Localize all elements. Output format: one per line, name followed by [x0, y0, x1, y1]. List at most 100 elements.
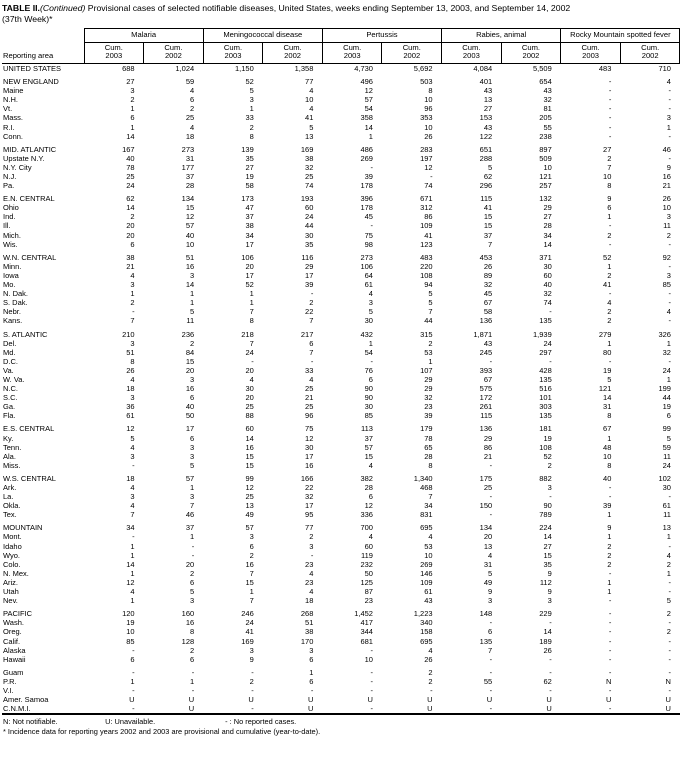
value-cell: 4 — [130, 442, 135, 452]
value-cell: U — [367, 695, 373, 705]
value-cell: 1 — [666, 532, 671, 542]
value-cell: 109 — [420, 577, 433, 587]
value-cell: 10 — [603, 451, 612, 461]
value-cell: 20 — [245, 365, 254, 375]
value-cell: 16 — [245, 559, 254, 569]
value-cell: 401 — [479, 77, 493, 87]
table-row-n-h: N.H. 2 6 3 10 57 10 13 32 - - — [2, 95, 680, 104]
table-row-n-dak: N. Dak. 1 1 1-4 5 45 32- - — [2, 289, 680, 298]
value-cell: 32 — [305, 492, 314, 502]
value-cell: 14 — [543, 239, 552, 249]
reporting-area-cell: W.S. CENTRAL — [3, 473, 56, 483]
value-cell: - — [489, 667, 493, 677]
reporting-area-cell: Hawaii — [3, 654, 26, 664]
value-cell: 4 — [190, 86, 195, 96]
table-row-ky: Ky. 5 6 14 12 37 78 29 19 1 5 — [2, 434, 680, 443]
value-cell: 1 — [607, 433, 612, 443]
value-cell: 831 — [420, 510, 433, 520]
table-row-upstate-n-y: Upstate N.Y. 40 31 35 38 269 197 288 509 2 - — [2, 154, 680, 163]
value-cell: - — [132, 667, 135, 677]
value-cell: 172 — [479, 393, 493, 403]
reporting-area-cell: Mont. — [3, 532, 22, 542]
value-cell: 22 — [305, 307, 314, 317]
reporting-area-cell: Utah — [3, 587, 19, 597]
value-cell: 34 — [424, 501, 433, 511]
table-body: UNITED STATES 688 1,024 1,150 1,358 4,730 5,69… — [2, 63, 680, 714]
value-cell: 789 — [539, 510, 552, 520]
value-cell: - — [608, 221, 612, 231]
value-cell: 15 — [364, 451, 373, 461]
reporting-area-cell: N. Mex. — [3, 568, 29, 578]
reporting-area-cell: S. Dak. — [3, 298, 28, 308]
value-cell: 109 — [420, 221, 433, 231]
value-cell: - — [370, 704, 373, 714]
value-cell: 34 — [126, 523, 135, 533]
value-cell: 315 — [420, 329, 433, 339]
value-cell: - — [668, 95, 671, 105]
value-cell: 15 — [245, 451, 254, 461]
value-cell: - — [608, 95, 612, 105]
value-cell: 87 — [364, 587, 373, 597]
value-cell: 60 — [305, 203, 314, 213]
value-cell: - — [668, 261, 671, 271]
value-cell: - — [251, 704, 254, 714]
value-cell: 41 — [245, 627, 254, 637]
value-cell: 41 — [483, 203, 493, 213]
value-cell: 268 — [300, 609, 314, 619]
value-cell: 3 — [309, 541, 314, 551]
value-cell: 60 — [543, 270, 552, 280]
value-cell: - — [191, 685, 195, 695]
value-cell: 326 — [658, 329, 671, 339]
column-group-pertussis: Pertussis — [321, 28, 443, 43]
value-cell: 1 — [130, 289, 135, 299]
value-cell: - — [370, 221, 373, 231]
value-cell: 52 — [603, 252, 612, 262]
reporting-area-cell: Guam — [3, 667, 24, 677]
table-row-va: Va. 26 20 20 33 76 107 393 428 19 24 — [2, 366, 680, 375]
value-cell: - — [608, 654, 612, 664]
value-cell: - — [608, 568, 612, 578]
value-cell: 39 — [364, 172, 373, 181]
value-cell: 45 — [483, 289, 493, 299]
value-cell: 37 — [185, 523, 195, 533]
value-cell: 3 — [190, 374, 195, 384]
value-cell: 3 — [130, 338, 135, 348]
value-cell: 671 — [420, 194, 433, 204]
table-row-wis: Wis. 6 10 17 35 98 123 7 14 - - — [2, 240, 680, 249]
value-cell: 2 — [130, 212, 135, 222]
value-cell: 10 — [543, 162, 552, 172]
value-cell: 7 — [428, 492, 433, 502]
value-cell: 12 — [126, 424, 135, 434]
value-cell: 2 — [547, 460, 552, 470]
value-cell: 3 — [666, 113, 671, 123]
value-cell: 16 — [185, 261, 195, 271]
value-cell: 1 — [607, 212, 612, 222]
reporting-area-cell: Idaho — [3, 541, 22, 551]
footnote-incidence-line: * Incidence data for reporting years 200… — [3, 726, 321, 736]
value-cell: 371 — [539, 252, 552, 262]
value-cell: 51 — [305, 618, 314, 628]
value-cell: 78 — [424, 433, 433, 443]
value-cell: 25 — [126, 172, 135, 181]
value-cell: 246 — [241, 609, 254, 619]
value-cell: 1 — [190, 532, 195, 542]
reporting-area-cell: Oreg. — [3, 627, 22, 637]
reporting-area-cell: MID. ATLANTIC — [3, 144, 57, 154]
table-row-ala: Ala. 3 3 15 17 15 28 21 52 10 11 — [2, 452, 680, 461]
value-cell: 33 — [305, 365, 314, 375]
value-cell: - — [430, 685, 433, 695]
value-cell: 32 — [543, 95, 552, 105]
value-cell: 297 — [539, 347, 552, 357]
value-cell: - — [608, 685, 612, 695]
reporting-area-cell: W.N. CENTRAL — [3, 252, 57, 262]
table-row-w-va: W. Va. 4 3 4 4 6 29 67 135 5 1 — [2, 375, 680, 384]
value-cell: 18 — [126, 473, 135, 483]
value-cell: 7 — [249, 568, 254, 578]
value-cell: 358 — [360, 113, 373, 123]
value-cell: 428 — [539, 365, 552, 375]
value-cell: - — [668, 298, 671, 308]
value-cell: 150 — [479, 501, 493, 511]
table-row-ariz: Ariz. 12 6 15 23 125 109 49 112 1 - — [2, 578, 680, 587]
value-cell: 10 — [603, 172, 612, 181]
value-cell: 9 — [547, 568, 552, 578]
